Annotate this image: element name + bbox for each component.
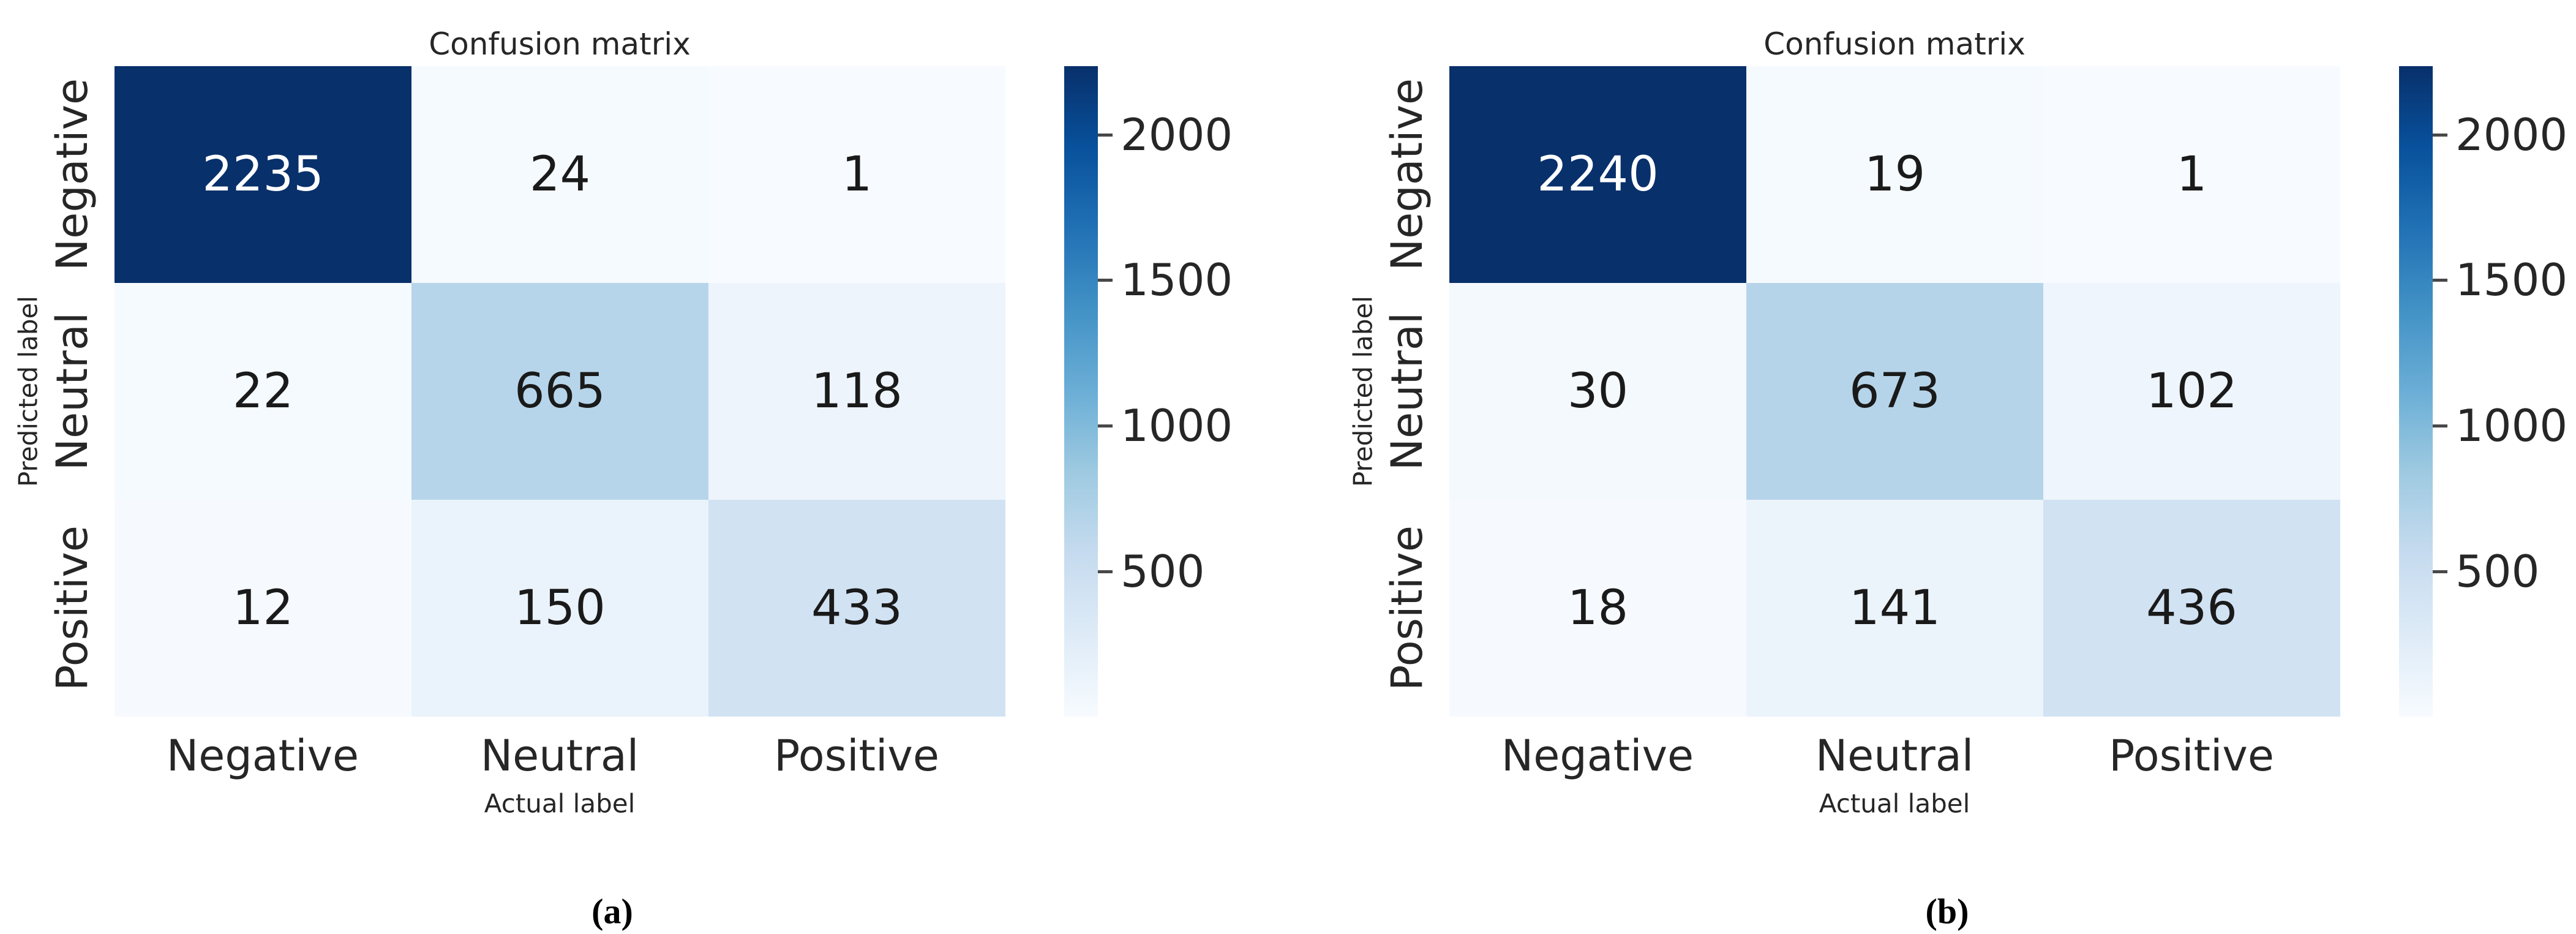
cell-r1c0: 30 xyxy=(1449,283,1746,500)
colorbar-tick-mark xyxy=(2433,424,2447,427)
colorbar-tick-mark xyxy=(1098,424,1113,427)
cell-r1c2: 118 xyxy=(708,283,1005,500)
colorbar-tick-label-500: 500 xyxy=(2455,546,2540,597)
y-tick-neutral: Neutral xyxy=(1382,312,1432,471)
y-axis-label: Predicted label xyxy=(1348,295,1378,488)
cell-r2c0: 18 xyxy=(1449,500,1746,717)
x-tick-negative: Negative xyxy=(1501,731,1694,781)
cell-r1c1: 673 xyxy=(1746,283,2043,500)
cell-r1c1: 665 xyxy=(411,283,708,500)
colorbar-tick-label-1000: 1000 xyxy=(1121,400,1233,451)
y-tick-positive: Positive xyxy=(47,525,97,691)
colorbar-tick-mark xyxy=(1098,570,1113,573)
y-tick-positive: Positive xyxy=(1382,525,1432,691)
cell-r2c2: 436 xyxy=(2043,500,2340,717)
plot-title: Confusion matrix xyxy=(429,26,691,62)
colorbar-tick-mark xyxy=(2433,279,2447,282)
colorbar-tick-label-1500: 1500 xyxy=(1121,254,1233,306)
colorbar-tick-mark xyxy=(2433,570,2447,573)
heatmap-grid: 2240 19 1 30 673 102 18 141 436 xyxy=(1449,66,2340,717)
colorbar-tick-label-1000: 1000 xyxy=(2455,400,2568,451)
panel-a: Confusion matrix 2235 24 1 22 665 118 12… xyxy=(0,0,1286,934)
x-axis-label: Actual label xyxy=(1819,788,1970,819)
heatmap-grid: 2235 24 1 22 665 118 12 150 433 xyxy=(115,66,1005,717)
colorbar-tick-mark xyxy=(1098,279,1113,282)
x-tick-neutral: Neutral xyxy=(480,731,639,781)
x-tick-positive: Positive xyxy=(2109,731,2274,781)
panel-caption-a: (a) xyxy=(591,891,633,932)
y-tick-negative: Negative xyxy=(47,78,97,271)
x-tick-negative: Negative xyxy=(166,731,359,781)
cell-r1c2: 102 xyxy=(2043,283,2340,500)
y-axis-label: Predicted label xyxy=(13,295,43,488)
colorbar-tick-label-500: 500 xyxy=(1121,546,1205,597)
cell-r0c0: 2240 xyxy=(1449,66,1746,283)
cell-r0c0: 2235 xyxy=(115,66,411,283)
colorbar-tick-label-2000: 2000 xyxy=(2455,109,2568,160)
colorbar-gradient xyxy=(1064,66,1098,717)
cell-r2c2: 433 xyxy=(708,500,1005,717)
colorbar-tick-label-1500: 1500 xyxy=(2455,254,2568,306)
plot-title: Confusion matrix xyxy=(1763,26,2026,62)
cell-r0c2: 1 xyxy=(708,66,1005,283)
panel-b: Confusion matrix 2240 19 1 30 673 102 18… xyxy=(1335,0,2576,934)
colorbar-tick-label-2000: 2000 xyxy=(1121,109,1233,160)
cell-r1c0: 22 xyxy=(115,283,411,500)
x-tick-neutral: Neutral xyxy=(1815,731,1974,781)
x-tick-positive: Positive xyxy=(774,731,939,781)
cell-r2c1: 150 xyxy=(411,500,708,717)
cell-r0c1: 24 xyxy=(411,66,708,283)
colorbar-gradient xyxy=(2399,66,2433,717)
panel-caption-b: (b) xyxy=(1925,891,1969,932)
cell-r0c2: 1 xyxy=(2043,66,2340,283)
y-tick-neutral: Neutral xyxy=(47,312,97,471)
colorbar-tick-mark xyxy=(1098,134,1113,137)
colorbar-tick-mark xyxy=(2433,134,2447,137)
x-axis-label: Actual label xyxy=(484,788,636,819)
cell-r0c1: 19 xyxy=(1746,66,2043,283)
y-tick-negative: Negative xyxy=(1382,78,1432,271)
cell-r2c0: 12 xyxy=(115,500,411,717)
cell-r2c1: 141 xyxy=(1746,500,2043,717)
